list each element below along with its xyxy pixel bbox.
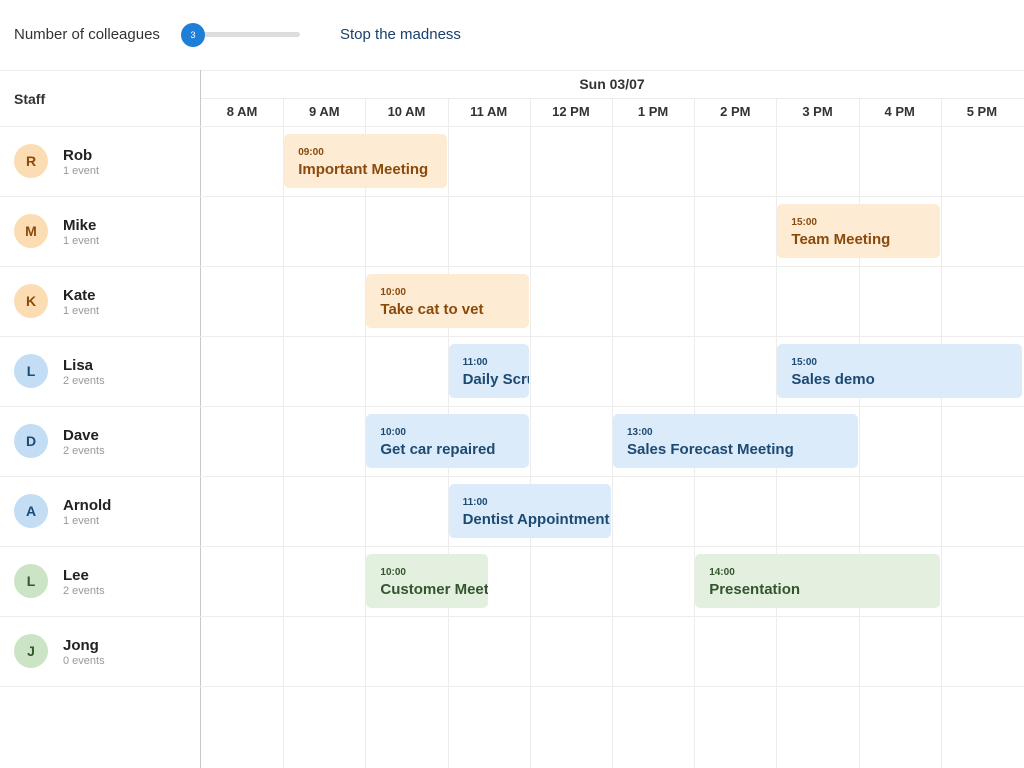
row-line xyxy=(0,476,1024,477)
event-title: Get car repaired xyxy=(380,441,496,458)
divider xyxy=(0,70,1024,71)
staff-count: 2 events xyxy=(63,585,105,597)
row-line xyxy=(0,336,1024,337)
hour-line xyxy=(283,98,285,768)
event-time: 14:00 xyxy=(709,567,735,578)
event-title: Important Meeting xyxy=(298,161,429,178)
hour-label: 2 PM xyxy=(720,104,751,119)
staff-count: 2 events xyxy=(63,375,105,387)
event-title: Sales demo xyxy=(791,371,875,388)
avatar: M xyxy=(14,214,48,248)
event-title: Dentist Appointment xyxy=(462,511,610,528)
event[interactable]: 14:00 Presentation xyxy=(695,554,940,608)
slider-thumb[interactable]: 3 xyxy=(181,23,205,47)
event-title: Take cat to vet xyxy=(380,301,484,318)
event-time: 11:00 xyxy=(462,497,488,508)
staff-header: Staff xyxy=(14,91,46,107)
staff-name: Lee xyxy=(63,567,89,584)
avatar: L xyxy=(14,564,48,598)
hour-label: 3 PM xyxy=(802,104,833,119)
row-line xyxy=(0,406,1024,407)
event-time: 10:00 xyxy=(380,287,406,298)
hour-label: 9 AM xyxy=(308,104,340,119)
event-title: Sales Forecast Meeting xyxy=(627,441,794,458)
hour-label: 1 PM xyxy=(637,104,669,119)
staff-count: 1 event xyxy=(63,235,100,247)
event-title: Customer Meeting xyxy=(380,581,488,598)
staff-name: Kate xyxy=(63,287,96,304)
event[interactable]: 15:00 Team Meeting xyxy=(777,204,940,258)
event-time: 10:00 xyxy=(380,567,406,578)
event-time: 09:00 xyxy=(298,147,324,158)
event[interactable]: 11:00 Daily Scrum xyxy=(448,344,529,398)
staff-name: Mike xyxy=(63,217,97,234)
row-line xyxy=(0,616,1024,617)
stop-button[interactable]: Stop the madness xyxy=(340,26,461,43)
event[interactable]: 10:00 Get car repaired xyxy=(366,414,529,468)
avatar: K xyxy=(14,284,48,318)
event[interactable]: 10:00 Take cat to vet xyxy=(366,274,529,328)
avatar: D xyxy=(14,424,48,458)
event-time: 11:00 xyxy=(462,357,488,368)
hour-label: 11 AM xyxy=(470,104,508,119)
event[interactable]: 11:00 Dentist Appointment xyxy=(448,484,611,538)
avatar: A xyxy=(14,494,48,528)
slider-track[interactable] xyxy=(193,32,300,37)
event-time: 10:00 xyxy=(380,427,406,438)
event[interactable]: 13:00 Sales Forecast Meeting xyxy=(613,414,858,468)
staff-count: 2 events xyxy=(63,445,105,457)
event[interactable]: 15:00 Sales demo xyxy=(777,344,1022,398)
column-divider xyxy=(200,70,201,768)
hour-label: 4 PM xyxy=(884,104,915,119)
hour-line xyxy=(612,98,613,768)
row-line xyxy=(0,266,1024,267)
staff-count: 1 event xyxy=(63,515,100,527)
row-line xyxy=(0,686,1024,687)
event[interactable]: 09:00 Important Meeting xyxy=(284,134,447,188)
avatar: L xyxy=(14,354,48,388)
hour-label: 12 PM xyxy=(552,104,590,119)
staff-name: Arnold xyxy=(63,497,112,514)
hour-label: 5 PM xyxy=(966,104,998,119)
hour-label: 8 AM xyxy=(226,104,258,119)
avatar: R xyxy=(14,144,48,178)
staff-count: 0 events xyxy=(63,655,105,667)
event-title: Presentation xyxy=(709,581,801,598)
staff-count: 1 event xyxy=(63,305,100,317)
row-line xyxy=(0,196,1024,197)
staff-count: 1 event xyxy=(63,165,100,177)
staff-name: Dave xyxy=(63,427,99,444)
event-title: Team Meeting xyxy=(791,231,891,248)
hour-label: 10 AM xyxy=(387,104,426,119)
hour-line xyxy=(529,98,531,768)
staff-name: Lisa xyxy=(63,357,94,374)
event-time: 15:00 xyxy=(791,217,817,228)
event-time: 15:00 xyxy=(791,357,817,368)
slider-label: Number of colleagues xyxy=(14,26,160,43)
row-line xyxy=(0,546,1024,547)
date-header: Sun 03/07 xyxy=(579,76,645,92)
hour-line xyxy=(858,98,860,768)
hour-line xyxy=(940,98,942,768)
event-time: 13:00 xyxy=(627,427,653,438)
hour-line xyxy=(365,98,367,768)
event[interactable]: 10:00 Customer Meeting xyxy=(366,554,488,608)
header-line xyxy=(0,126,1024,127)
staff-name: Jong xyxy=(63,637,99,654)
avatar: J xyxy=(14,634,48,668)
event-title: Daily Scrum xyxy=(462,371,529,388)
staff-name: Rob xyxy=(63,147,93,164)
